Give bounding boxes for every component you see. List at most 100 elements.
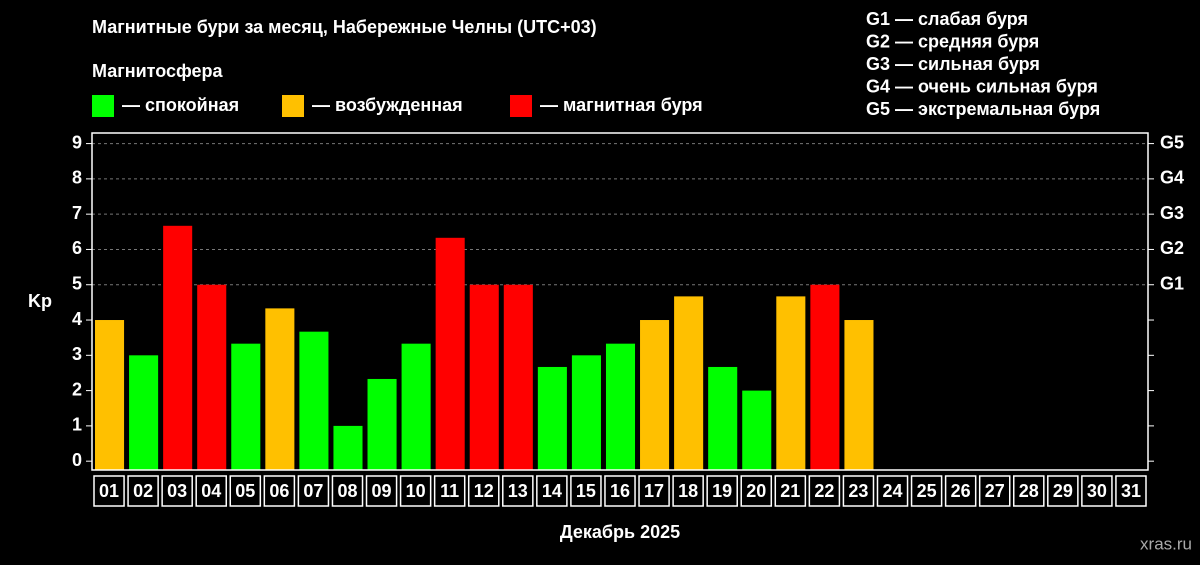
bar [299,331,329,470]
x-tick-cell [808,475,841,507]
x-tick-cell [1012,475,1045,507]
x-tick-cell [263,475,296,507]
x-tick-label: 29 [1053,481,1073,501]
x-tick-cell [876,475,909,507]
y-tick-label: 6 [72,238,82,258]
y-tick-label: 9 [72,132,82,152]
bar [265,308,295,470]
x-tick-label: 06 [269,481,289,501]
x-tick-cell [502,475,534,507]
legend-title: Магнитосфера [92,61,224,81]
x-tick-label: 10 [406,481,426,501]
x-tick-cell [740,475,773,507]
x-tick-cell [467,475,500,507]
x-tick-cell [536,475,568,507]
bar [469,284,499,470]
x-tick-label: 25 [917,481,937,501]
x-tick-label: 08 [337,481,357,501]
x-tick-label: 14 [542,481,562,501]
x-tick-label: 18 [678,481,698,501]
y2-tick-label: G3 [1160,203,1184,223]
scale-note: G4 — очень сильная буря [866,76,1098,96]
bar [367,378,397,470]
x-tick-label: 15 [576,481,596,501]
x-tick-cell [195,475,228,507]
y2-tick-label: G4 [1160,168,1184,188]
x-tick-label: 13 [508,481,528,501]
x-tick-label: 09 [372,481,392,501]
x-tick-label: 28 [1019,481,1039,501]
scale-note: G3 — сильная буря [866,54,1040,74]
x-tick-cell [944,475,977,507]
x-tick-cell [127,475,159,507]
x-tick-label: 19 [712,481,732,501]
bar [708,366,738,470]
x-tick-label: 30 [1087,481,1107,501]
x-tick-label: 11 [440,481,459,501]
bar [640,320,670,470]
legend-swatch [282,95,304,117]
bar [503,284,533,470]
x-tick-label: 02 [133,481,153,501]
bar [333,425,363,470]
x-tick-cell [229,475,262,507]
x-tick-cell [365,475,398,507]
bar [776,296,806,470]
x-tick-label: 03 [167,481,187,501]
y-tick-label: 8 [72,168,82,188]
x-tick-cell [1047,475,1079,507]
x-tick-label: 07 [303,481,323,501]
x-tick-cell [331,475,364,507]
x-tick-label: 27 [985,481,1005,501]
x-tick-label: 01 [99,481,119,501]
x-tick-cell [672,475,704,507]
x-tick-label: 20 [746,481,766,501]
y-tick-label: 5 [72,273,82,293]
x-tick-cell [978,475,1011,507]
x-axis-label: Декабрь 2025 [560,522,680,542]
x-tick-cell [604,475,636,507]
bar [231,343,261,470]
x-tick-label: 05 [235,481,255,501]
x-tick-cell [399,475,432,507]
scale-note: G5 — экстремальная буря [866,99,1100,119]
bar [810,284,840,470]
x-tick-cell [161,475,193,507]
bar [95,320,125,470]
y-axis-label: Kp [28,291,52,311]
y2-tick-label: G1 [1160,273,1184,293]
scale-note: G1 — слабая буря [866,9,1028,29]
x-tick-cell [774,475,807,507]
y-tick-label: 3 [72,344,82,364]
legend-swatch [510,95,532,117]
x-tick-label: 21 [780,481,800,501]
legend-label: — магнитная буря [540,95,703,115]
legend-label: — спокойная [122,95,239,115]
chart-title: Магнитные бури за месяц, Набережные Челн… [92,17,597,37]
bar [742,390,772,470]
bar [605,343,636,470]
x-tick-cell [842,475,875,507]
x-tick-label: 31 [1121,481,1141,501]
x-tick-cell [93,475,125,507]
plot-frame [91,132,1149,471]
bar [163,225,193,470]
y-tick-label: 2 [72,379,82,399]
y-tick-label: 0 [72,450,82,470]
x-tick-cell [1115,475,1147,507]
x-tick-label: 22 [814,481,834,501]
x-tick-label: 12 [474,481,494,501]
x-tick-label: 17 [644,481,664,501]
bar [401,343,431,470]
y-tick-label: 7 [72,203,82,223]
bar [571,355,601,470]
x-tick-cell [706,475,738,507]
bar [537,366,567,470]
legend-swatch [92,95,114,117]
x-tick-cell [1081,475,1113,507]
bar [129,355,159,470]
scale-note: G2 — средняя буря [866,31,1039,51]
legend-label: — возбужденная [312,95,463,115]
x-tick-label: 23 [848,481,868,501]
